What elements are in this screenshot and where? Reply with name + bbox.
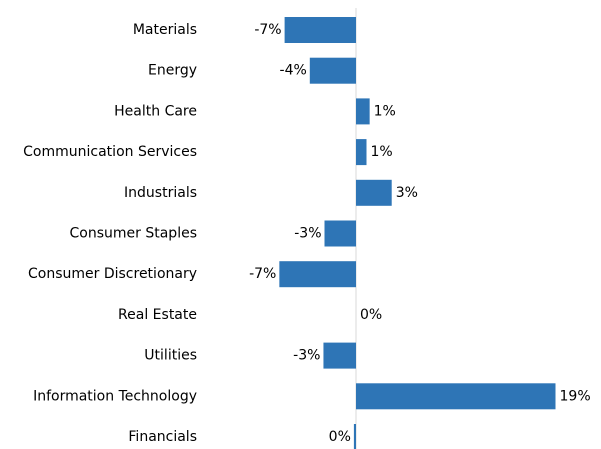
value-label: -4% bbox=[280, 63, 307, 79]
bar bbox=[356, 179, 392, 206]
bar bbox=[279, 261, 356, 288]
y-tick-label: Consumer Staples bbox=[70, 226, 197, 242]
value-label: -3% bbox=[293, 348, 320, 364]
y-tick-label: Financials bbox=[128, 429, 197, 445]
value-label: -7% bbox=[249, 266, 276, 282]
bar bbox=[324, 220, 356, 247]
y-tick-label: Utilities bbox=[144, 348, 197, 364]
bar bbox=[356, 383, 556, 410]
value-label: 1% bbox=[374, 103, 396, 119]
value-label: 0% bbox=[360, 307, 382, 323]
y-tick-label: Health Care bbox=[114, 103, 197, 119]
bar bbox=[309, 57, 356, 84]
y-tick-label: Communication Services bbox=[23, 144, 197, 160]
value-label: 19% bbox=[560, 388, 591, 404]
y-tick-label: Consumer Discretionary bbox=[28, 266, 197, 282]
value-label: -3% bbox=[294, 226, 321, 242]
y-tick-label: Materials bbox=[133, 22, 197, 38]
bar bbox=[353, 424, 356, 449]
value-label: 1% bbox=[371, 144, 393, 160]
y-tick-label: Industrials bbox=[124, 185, 197, 201]
bar bbox=[356, 139, 367, 166]
bar bbox=[284, 17, 356, 43]
y-tick-label: Energy bbox=[148, 63, 197, 79]
value-label: 0% bbox=[329, 429, 351, 445]
y-tick-label: Information Technology bbox=[33, 388, 197, 404]
value-label: -7% bbox=[254, 22, 281, 38]
value-label: 3% bbox=[396, 185, 418, 201]
bar bbox=[323, 342, 356, 369]
y-tick-label: Real Estate bbox=[118, 307, 197, 323]
bar bbox=[356, 98, 370, 125]
